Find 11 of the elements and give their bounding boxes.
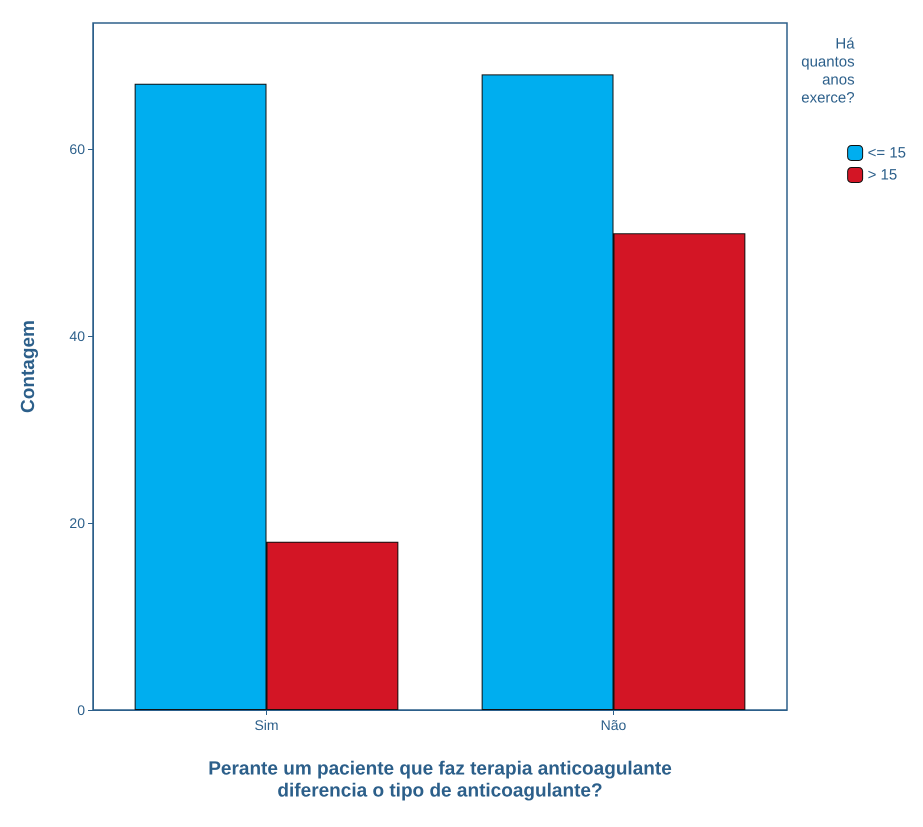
x-tick-label: Não: [600, 717, 627, 733]
legend-title: Há quantos anos exerce?: [801, 36, 856, 106]
x-axis-title: Perante um paciente que faz terapia anticoagulante diferencia o tipo de anticoagulante?: [208, 758, 672, 802]
y-tick-label: 0: [77, 702, 86, 718]
y-axis-title: Contagem: [18, 320, 39, 413]
x-tick-label: Sim: [254, 717, 279, 733]
y-tick-label: 60: [69, 141, 86, 158]
legend-label: > 15: [868, 166, 898, 184]
y-tick-label: 40: [69, 328, 86, 344]
y-tick-label: 20: [69, 515, 86, 532]
legend-label: <= 15: [868, 144, 906, 162]
